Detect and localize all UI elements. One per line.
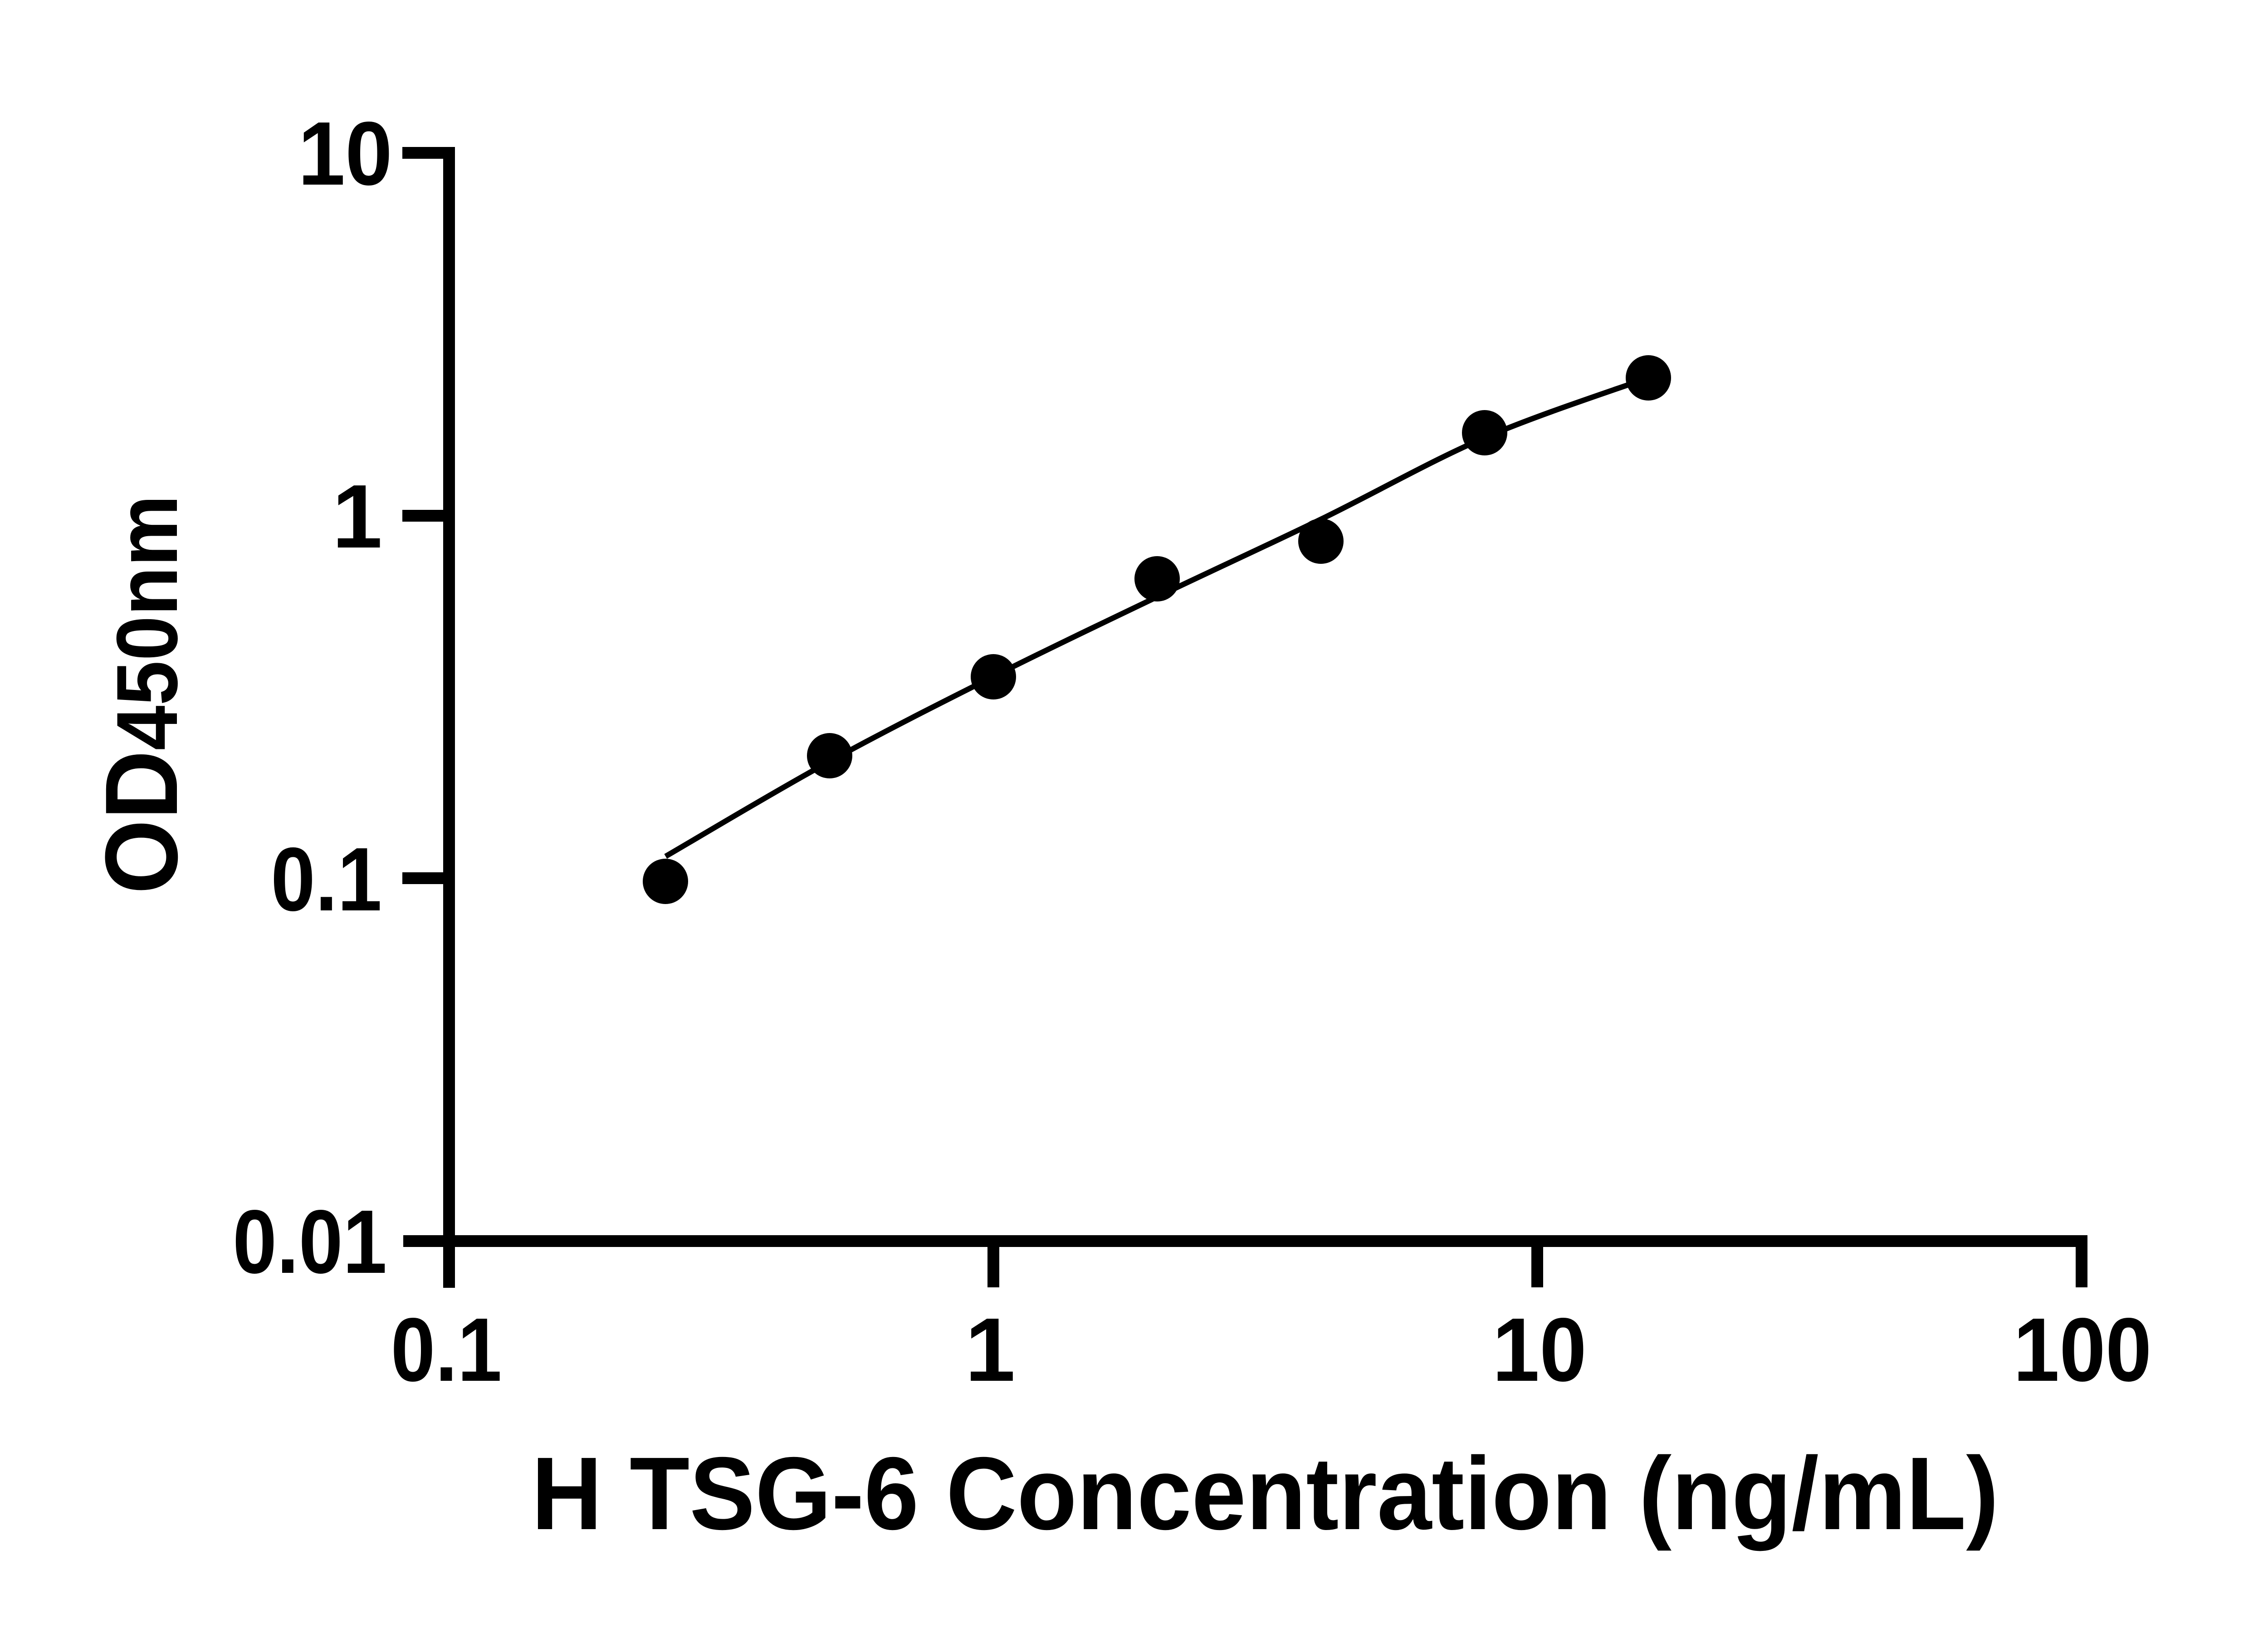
svg-text:0.01: 0.01 bbox=[233, 1192, 387, 1292]
svg-text:0.1: 0.1 bbox=[391, 1300, 502, 1400]
svg-text:10: 10 bbox=[1492, 1300, 1587, 1400]
svg-text:0.1: 0.1 bbox=[271, 829, 382, 930]
svg-text:1: 1 bbox=[965, 1300, 1016, 1400]
svg-text:H TSG-6 Concentration (ng/mL): H TSG-6 Concentration (ng/mL) bbox=[532, 1436, 1999, 1551]
svg-text:OD450nm: OD450nm bbox=[84, 495, 199, 894]
svg-text:100: 100 bbox=[2014, 1300, 2152, 1400]
svg-text:1: 1 bbox=[332, 466, 382, 567]
svg-text:10: 10 bbox=[298, 103, 392, 204]
